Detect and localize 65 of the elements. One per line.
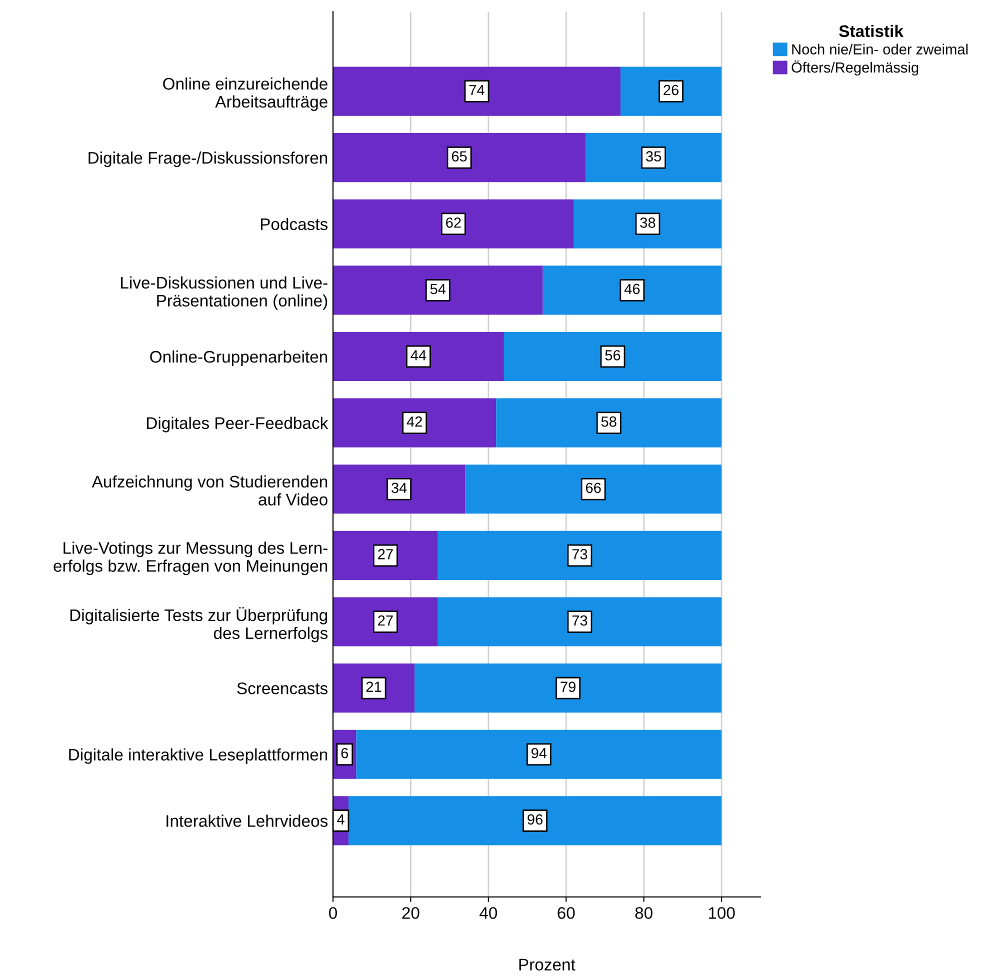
bar bbox=[586, 133, 722, 182]
data-label: 73 bbox=[572, 615, 588, 626]
data-label: 65 bbox=[452, 151, 467, 162]
legend-title: Statistik bbox=[839, 24, 904, 38]
data-label: 27 bbox=[378, 615, 393, 626]
bar bbox=[574, 199, 722, 248]
y-tick-label: Aufzeichnung von Studierenden auf Video bbox=[92, 475, 328, 506]
x-axis-title: Prozent bbox=[519, 958, 576, 971]
y-tick-label: Live-Votings zur Messung des Lern- erfolgs bzw. Erfragen von Meinungen bbox=[54, 542, 328, 576]
bar bbox=[348, 796, 722, 846]
bar bbox=[332, 199, 574, 248]
bar bbox=[542, 266, 722, 315]
legend-label: Noch nie/Ein- oder zweimal bbox=[792, 44, 968, 55]
data-label: 74 bbox=[469, 85, 484, 96]
data-label: 38 bbox=[640, 217, 656, 228]
data-label: 46 bbox=[624, 284, 640, 294]
y-tick-label: Online einzureichende Arbeitsaufträge bbox=[163, 77, 328, 111]
data-label: 6 bbox=[341, 748, 348, 758]
data-label: 54 bbox=[430, 284, 446, 294]
x-tick-label: 40 bbox=[480, 907, 498, 919]
data-label: 35 bbox=[646, 151, 662, 162]
y-tick-label: Interaktive Lehrvideos bbox=[166, 814, 328, 827]
y-tick-label: Screencasts bbox=[237, 682, 328, 694]
bar bbox=[620, 66, 722, 116]
data-label: 44 bbox=[410, 350, 426, 360]
data-label: 94 bbox=[532, 748, 547, 758]
y-tick-label: Digitale interaktive Leseplattformen bbox=[69, 748, 328, 764]
y-tick-label: Online-Gruppenarbeiten bbox=[150, 350, 328, 366]
bar bbox=[504, 332, 722, 382]
data-label: 42 bbox=[406, 416, 422, 427]
data-label: 79 bbox=[560, 682, 576, 692]
data-label: 34 bbox=[391, 482, 407, 494]
bar bbox=[496, 398, 722, 448]
data-label: 56 bbox=[605, 350, 620, 360]
data-label: 26 bbox=[664, 84, 679, 96]
y-tick-label: Live-Diskussionen und Live- Präsentationen (online) bbox=[121, 276, 328, 310]
x-tick-label: 20 bbox=[402, 907, 420, 919]
data-label: 58 bbox=[601, 416, 616, 427]
data-label: 4 bbox=[337, 814, 344, 824]
y-tick-label: Digitalisierte Tests zur Überprüfung des Lernerfolgs bbox=[70, 607, 328, 642]
bar bbox=[438, 530, 722, 580]
x-tick-label: 80 bbox=[635, 907, 652, 919]
bar bbox=[332, 133, 586, 182]
y-tick-label: Digitales Peer-Feedback bbox=[147, 416, 328, 432]
bar bbox=[356, 730, 722, 779]
bar bbox=[332, 464, 466, 514]
bar bbox=[438, 597, 722, 646]
legend-label: Öfters/Regelmässig bbox=[792, 60, 918, 76]
data-label: 73 bbox=[572, 549, 588, 560]
x-tick-label: 100 bbox=[708, 907, 735, 919]
x-tick-label: 60 bbox=[558, 907, 575, 919]
bar bbox=[332, 66, 621, 116]
data-label: 27 bbox=[378, 549, 393, 560]
x-tick-label: 0 bbox=[329, 907, 337, 919]
bar bbox=[414, 664, 722, 713]
y-tick-label: Podcasts bbox=[260, 218, 328, 230]
bar bbox=[332, 266, 543, 315]
bar bbox=[465, 464, 722, 514]
y-tick-label: Digitale Frage-/Diskussionsforen bbox=[88, 152, 328, 168]
data-label: 21 bbox=[366, 682, 382, 692]
data-label: 62 bbox=[446, 217, 461, 228]
bar bbox=[332, 332, 504, 382]
data-label: 66 bbox=[586, 482, 601, 494]
data-label: 96 bbox=[528, 814, 543, 825]
bar bbox=[332, 398, 496, 448]
